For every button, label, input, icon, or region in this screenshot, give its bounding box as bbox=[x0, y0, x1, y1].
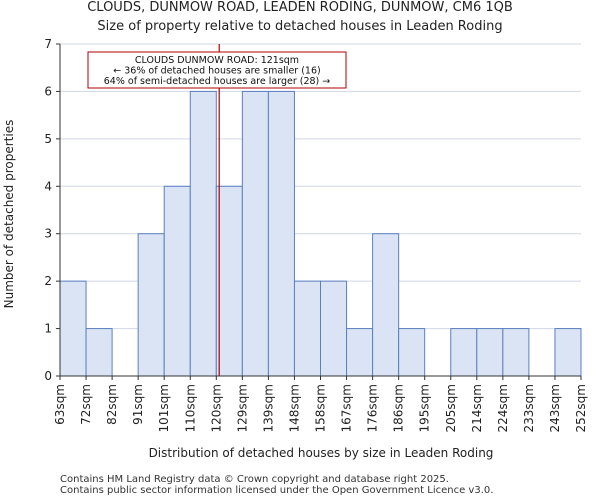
y-tick-label: 0 bbox=[44, 369, 52, 383]
histogram-bar bbox=[372, 233, 400, 377]
footer-licence: Contains public sector information licen… bbox=[60, 485, 494, 496]
histogram-bar bbox=[554, 328, 582, 377]
x-tick-label: 158sqm bbox=[314, 384, 328, 432]
x-tick-label: 186sqm bbox=[392, 384, 406, 432]
chart-subtitle: Size of property relative to detached ho… bbox=[97, 19, 503, 34]
histogram-bar bbox=[267, 90, 295, 377]
histogram-chart: 0 1 2 3 4 5 6 7 63sqm 72sqm 82sqm 91sqm 101sqm 110sqm… bbox=[2, 37, 588, 460]
annotation-line-3: 64% of semi-detached houses are larger (… bbox=[104, 76, 331, 87]
histogram-bar bbox=[293, 280, 322, 377]
histogram-bar bbox=[476, 328, 504, 377]
x-axis-label: Distribution of detached houses by size … bbox=[149, 446, 494, 460]
x-tick-label: 195sqm bbox=[418, 384, 432, 432]
histogram-bar bbox=[189, 90, 217, 377]
y-tick-label: 2 bbox=[44, 274, 52, 288]
x-tick-label: 233sqm bbox=[522, 384, 536, 432]
histogram-bar bbox=[137, 233, 165, 377]
x-tick-label: 176sqm bbox=[366, 384, 380, 432]
histogram-bar bbox=[241, 90, 269, 377]
y-tick-label: 1 bbox=[44, 322, 52, 336]
histogram-bar bbox=[59, 280, 87, 377]
y-tick-label: 6 bbox=[44, 84, 52, 98]
y-tick-label: 5 bbox=[44, 132, 52, 146]
x-tick-label: 63sqm bbox=[53, 384, 67, 425]
histogram-bar bbox=[215, 185, 243, 377]
x-tick-label: 148sqm bbox=[287, 384, 301, 432]
x-tick-label: 129sqm bbox=[235, 384, 249, 432]
x-tick-label: 110sqm bbox=[183, 384, 197, 432]
y-tick-label: 3 bbox=[44, 227, 52, 241]
x-tick-label: 101sqm bbox=[157, 384, 171, 432]
x-tick-label: 72sqm bbox=[79, 384, 93, 425]
x-tick-label: 243sqm bbox=[548, 384, 562, 432]
x-tick-label: 252sqm bbox=[574, 384, 588, 432]
histogram-bar bbox=[85, 328, 113, 377]
footer-copyright: Contains HM Land Registry data © Crown c… bbox=[60, 474, 449, 485]
histogram-bar bbox=[398, 328, 426, 377]
x-tick-label: 167sqm bbox=[340, 384, 354, 432]
x-tick-label: 91sqm bbox=[131, 384, 145, 425]
x-tick-label: 214sqm bbox=[470, 384, 484, 432]
y-tick-label: 4 bbox=[44, 179, 52, 193]
annotation-line-1: CLOUDS DUNMOW ROAD: 121sqm bbox=[135, 55, 299, 66]
chart-title: CLOUDS, DUNMOW ROAD, LEADEN RODING, DUNM… bbox=[87, 0, 513, 15]
x-tick-label: 224sqm bbox=[496, 384, 510, 432]
annotation-line-2: ← 36% of detached houses are smaller (16… bbox=[113, 66, 320, 77]
x-tick-label: 82sqm bbox=[105, 384, 119, 425]
y-axis-label: Number of detached properties bbox=[2, 120, 16, 309]
x-tick-label: 139sqm bbox=[261, 384, 275, 432]
y-tick-label: 7 bbox=[44, 37, 52, 51]
histogram-bar bbox=[346, 328, 374, 377]
x-tick-label: 120sqm bbox=[209, 384, 223, 432]
x-tick-label: 205sqm bbox=[444, 384, 458, 432]
annotation-box bbox=[87, 51, 347, 89]
histogram-bar bbox=[502, 328, 530, 377]
histogram-bar bbox=[163, 185, 191, 377]
histogram-bar bbox=[320, 280, 348, 377]
histogram-bar bbox=[450, 328, 478, 377]
